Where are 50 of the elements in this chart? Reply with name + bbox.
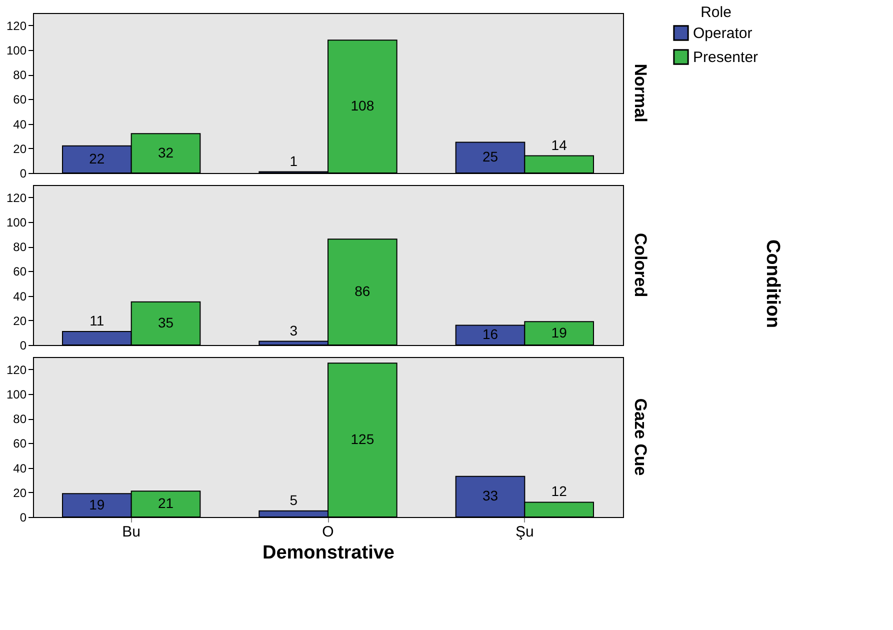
data-label: 14	[551, 136, 568, 153]
data-label: 25	[482, 148, 498, 165]
data-label: 125	[350, 431, 374, 448]
y-tick-label: 100	[6, 387, 27, 402]
y2-axis-title: Normal	[631, 64, 650, 122]
y-tick-label: 120	[6, 362, 27, 377]
y-tick-label: 0	[20, 166, 27, 180]
y-tick-label: 60	[13, 436, 27, 451]
y-tick-label: 60	[13, 92, 27, 107]
x-tick-label: Bu	[122, 524, 141, 540]
data-label: 5	[290, 492, 298, 508]
data-label: 16	[482, 326, 498, 342]
y-tick-label: 60	[13, 264, 27, 279]
data-label: 108	[350, 98, 374, 114]
data-label: 35	[158, 314, 174, 330]
legend-label: Operator	[693, 25, 752, 42]
y2-axis-title: Colored	[631, 232, 650, 298]
y-tick-label: 120	[6, 18, 27, 33]
data-label: 22	[89, 150, 105, 166]
data-label: 12	[551, 483, 568, 500]
data-label: 32	[158, 144, 174, 160]
y-tick-label: 80	[13, 68, 27, 82]
y2-axis-title: Gaze Cue	[631, 398, 650, 476]
y-tick-label: 100	[6, 215, 27, 230]
y-tick-label: 120	[6, 190, 27, 205]
text: Condition	[762, 239, 783, 328]
y-tick-label: 20	[13, 486, 27, 500]
x-axis-title: Demonstrative	[262, 542, 394, 564]
data-label: 1	[290, 152, 298, 169]
data-label: 21	[158, 495, 174, 512]
y-tick-label: 100	[6, 43, 27, 58]
data-label: 3	[290, 322, 298, 338]
data-label: 19	[551, 324, 568, 340]
y-tick-label: 20	[13, 142, 27, 156]
x-tick-label: O	[322, 524, 334, 540]
data-label: 19	[89, 496, 105, 512]
y-tick-label: 0	[20, 510, 27, 524]
legend-label: Presenter	[693, 49, 758, 66]
data-label: 11	[90, 312, 104, 328]
data-label: 33	[482, 488, 498, 504]
legend-title: Role	[700, 4, 732, 21]
x-tick-label: Şu	[515, 524, 534, 540]
y-tick-label: 40	[13, 117, 27, 132]
y-tick-label: 20	[13, 314, 27, 328]
y-tick-label: 80	[13, 412, 27, 426]
y-tick-label: 80	[13, 240, 27, 254]
y-tick-label: 0	[20, 338, 27, 352]
y-tick-label: 40	[13, 289, 27, 304]
data-label: 86	[354, 283, 370, 300]
y-tick-label: 40	[13, 461, 27, 476]
